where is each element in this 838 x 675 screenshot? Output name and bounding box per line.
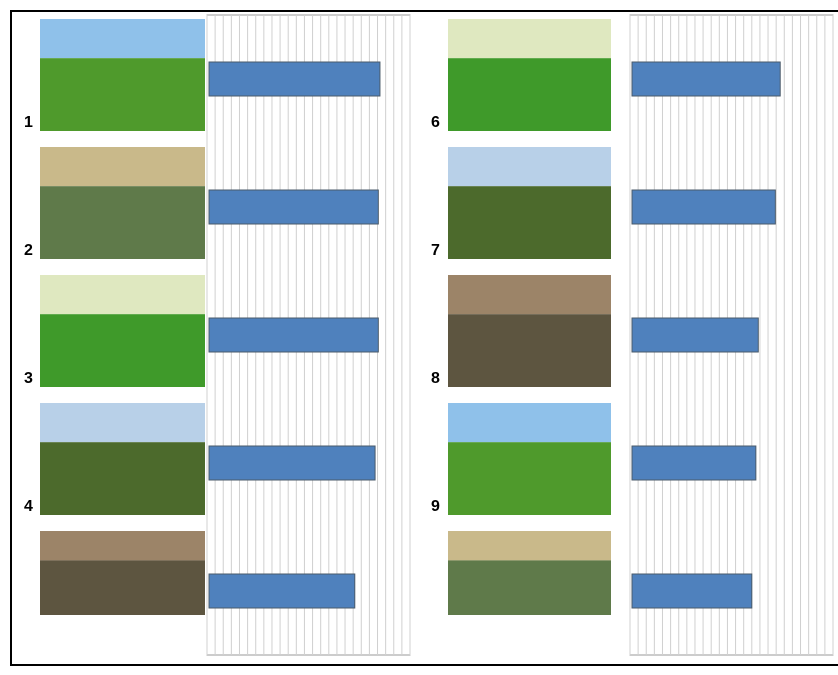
photo-ground xyxy=(448,560,611,615)
photo-sky xyxy=(448,403,611,443)
photo-sky xyxy=(448,19,611,59)
photo-ground xyxy=(40,560,205,615)
bar xyxy=(208,61,381,97)
photo-number: 2 xyxy=(24,242,33,259)
photo-sky xyxy=(40,275,205,315)
bar xyxy=(208,573,356,609)
figure-border xyxy=(10,10,838,666)
bar xyxy=(208,445,376,481)
bar xyxy=(631,61,781,97)
photo-ground xyxy=(40,442,205,515)
bar xyxy=(631,445,757,481)
photo-number: 6 xyxy=(431,114,440,131)
photo-number: 7 xyxy=(431,242,440,259)
photo-ground xyxy=(448,314,611,387)
bar xyxy=(208,317,379,353)
bar xyxy=(208,189,379,225)
photo-ground xyxy=(448,186,611,259)
photo-number: 8 xyxy=(431,370,440,387)
photo-sky xyxy=(40,403,205,443)
photo-sky xyxy=(40,19,205,59)
photo-number: 3 xyxy=(24,370,33,387)
photo-number: 9 xyxy=(431,498,440,515)
photo-ground xyxy=(40,58,205,132)
photo-sky xyxy=(448,147,611,187)
photo-sky xyxy=(40,531,205,561)
photo-sky xyxy=(40,147,205,187)
bar xyxy=(631,189,776,225)
photo-sky xyxy=(448,275,611,315)
photo-sky xyxy=(448,531,611,561)
photo-number: 1 xyxy=(24,114,33,131)
photo-ground xyxy=(40,186,205,259)
photo-ground xyxy=(40,314,205,387)
photo-ground xyxy=(448,58,611,132)
bar xyxy=(631,573,753,609)
photo-ground xyxy=(448,442,611,515)
photo-number: 4 xyxy=(24,498,33,515)
bar xyxy=(631,317,759,353)
